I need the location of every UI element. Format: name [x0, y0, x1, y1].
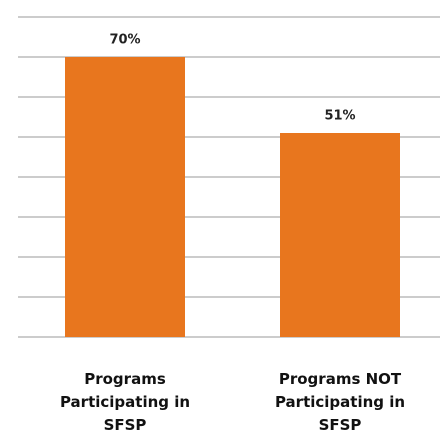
x-tick-label: Programs Participating in SFSP	[59, 370, 191, 434]
bar	[65, 57, 185, 337]
data-label: 70%	[109, 33, 140, 48]
data-label: 51%	[324, 109, 355, 124]
bar	[280, 133, 400, 337]
x-tick-label: Programs NOT Participating in SFSP	[274, 370, 406, 434]
